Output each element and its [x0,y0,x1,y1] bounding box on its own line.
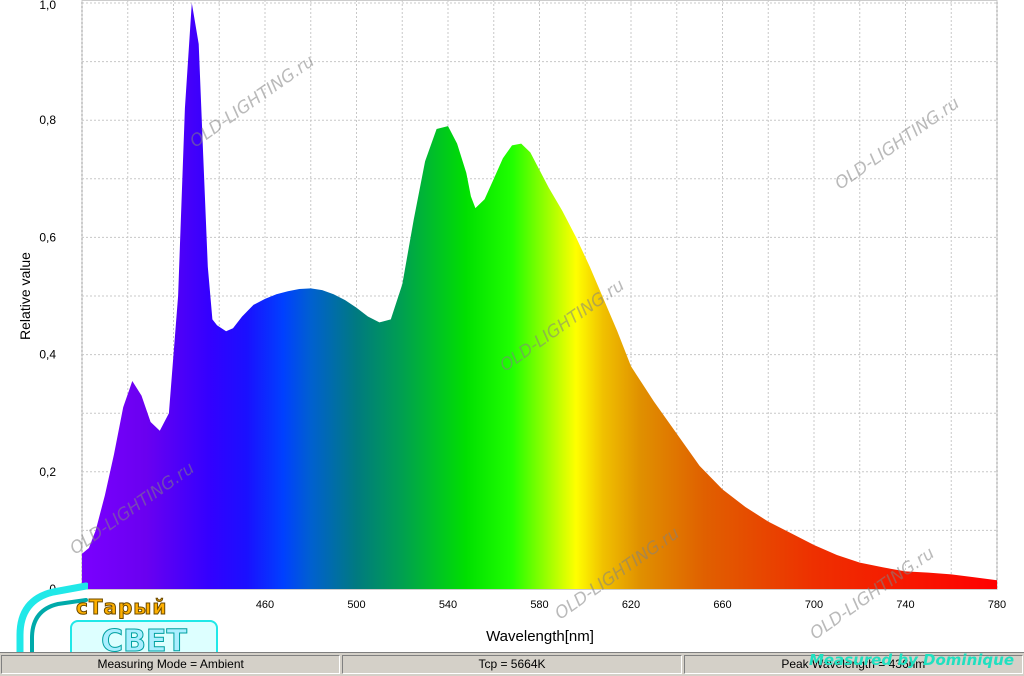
status-tcp: Tcp = 5664K [342,655,682,674]
y-tick-labels: 00,20,40,60,81,0 [39,0,56,596]
x-tick-label: 660 [713,599,731,611]
y-axis-label: Relative value [17,252,33,340]
y-tick-label: 0,4 [39,348,56,362]
logo-text-top: сТарый [75,595,168,620]
x-tick-label: 780 [988,599,1006,611]
x-tick-label: 460 [256,599,274,611]
credit-text: Measured by Dominique [808,651,1014,669]
y-tick-label: 0,6 [39,230,56,244]
x-tick-label: 580 [530,599,548,611]
x-tick-label: 620 [622,599,640,611]
status-peak-wavelength: Peak Wavelength = 436nm [683,655,1023,674]
y-tick-label: 0,2 [39,465,56,479]
y-tick-label: 1,0 [39,0,56,12]
x-tick-label: 700 [805,599,823,611]
x-tick-label: 540 [439,599,457,611]
logo-arc-icon [16,582,88,674]
y-tick-label: 0,8 [39,113,56,127]
status-measuring-mode: Measuring Mode = Ambient [1,655,341,674]
x-tick-label: 500 [347,599,365,611]
status-bar: Measuring Mode = Ambient Tcp = 5664K Pea… [0,652,1024,676]
x-tick-labels: 460 500 540 580 620 660 700 740 780 [256,599,1006,611]
x-tick-label: 740 [896,599,914,611]
spectrum-area [82,3,997,589]
x-axis-label: Wavelength[nm] [486,628,594,645]
